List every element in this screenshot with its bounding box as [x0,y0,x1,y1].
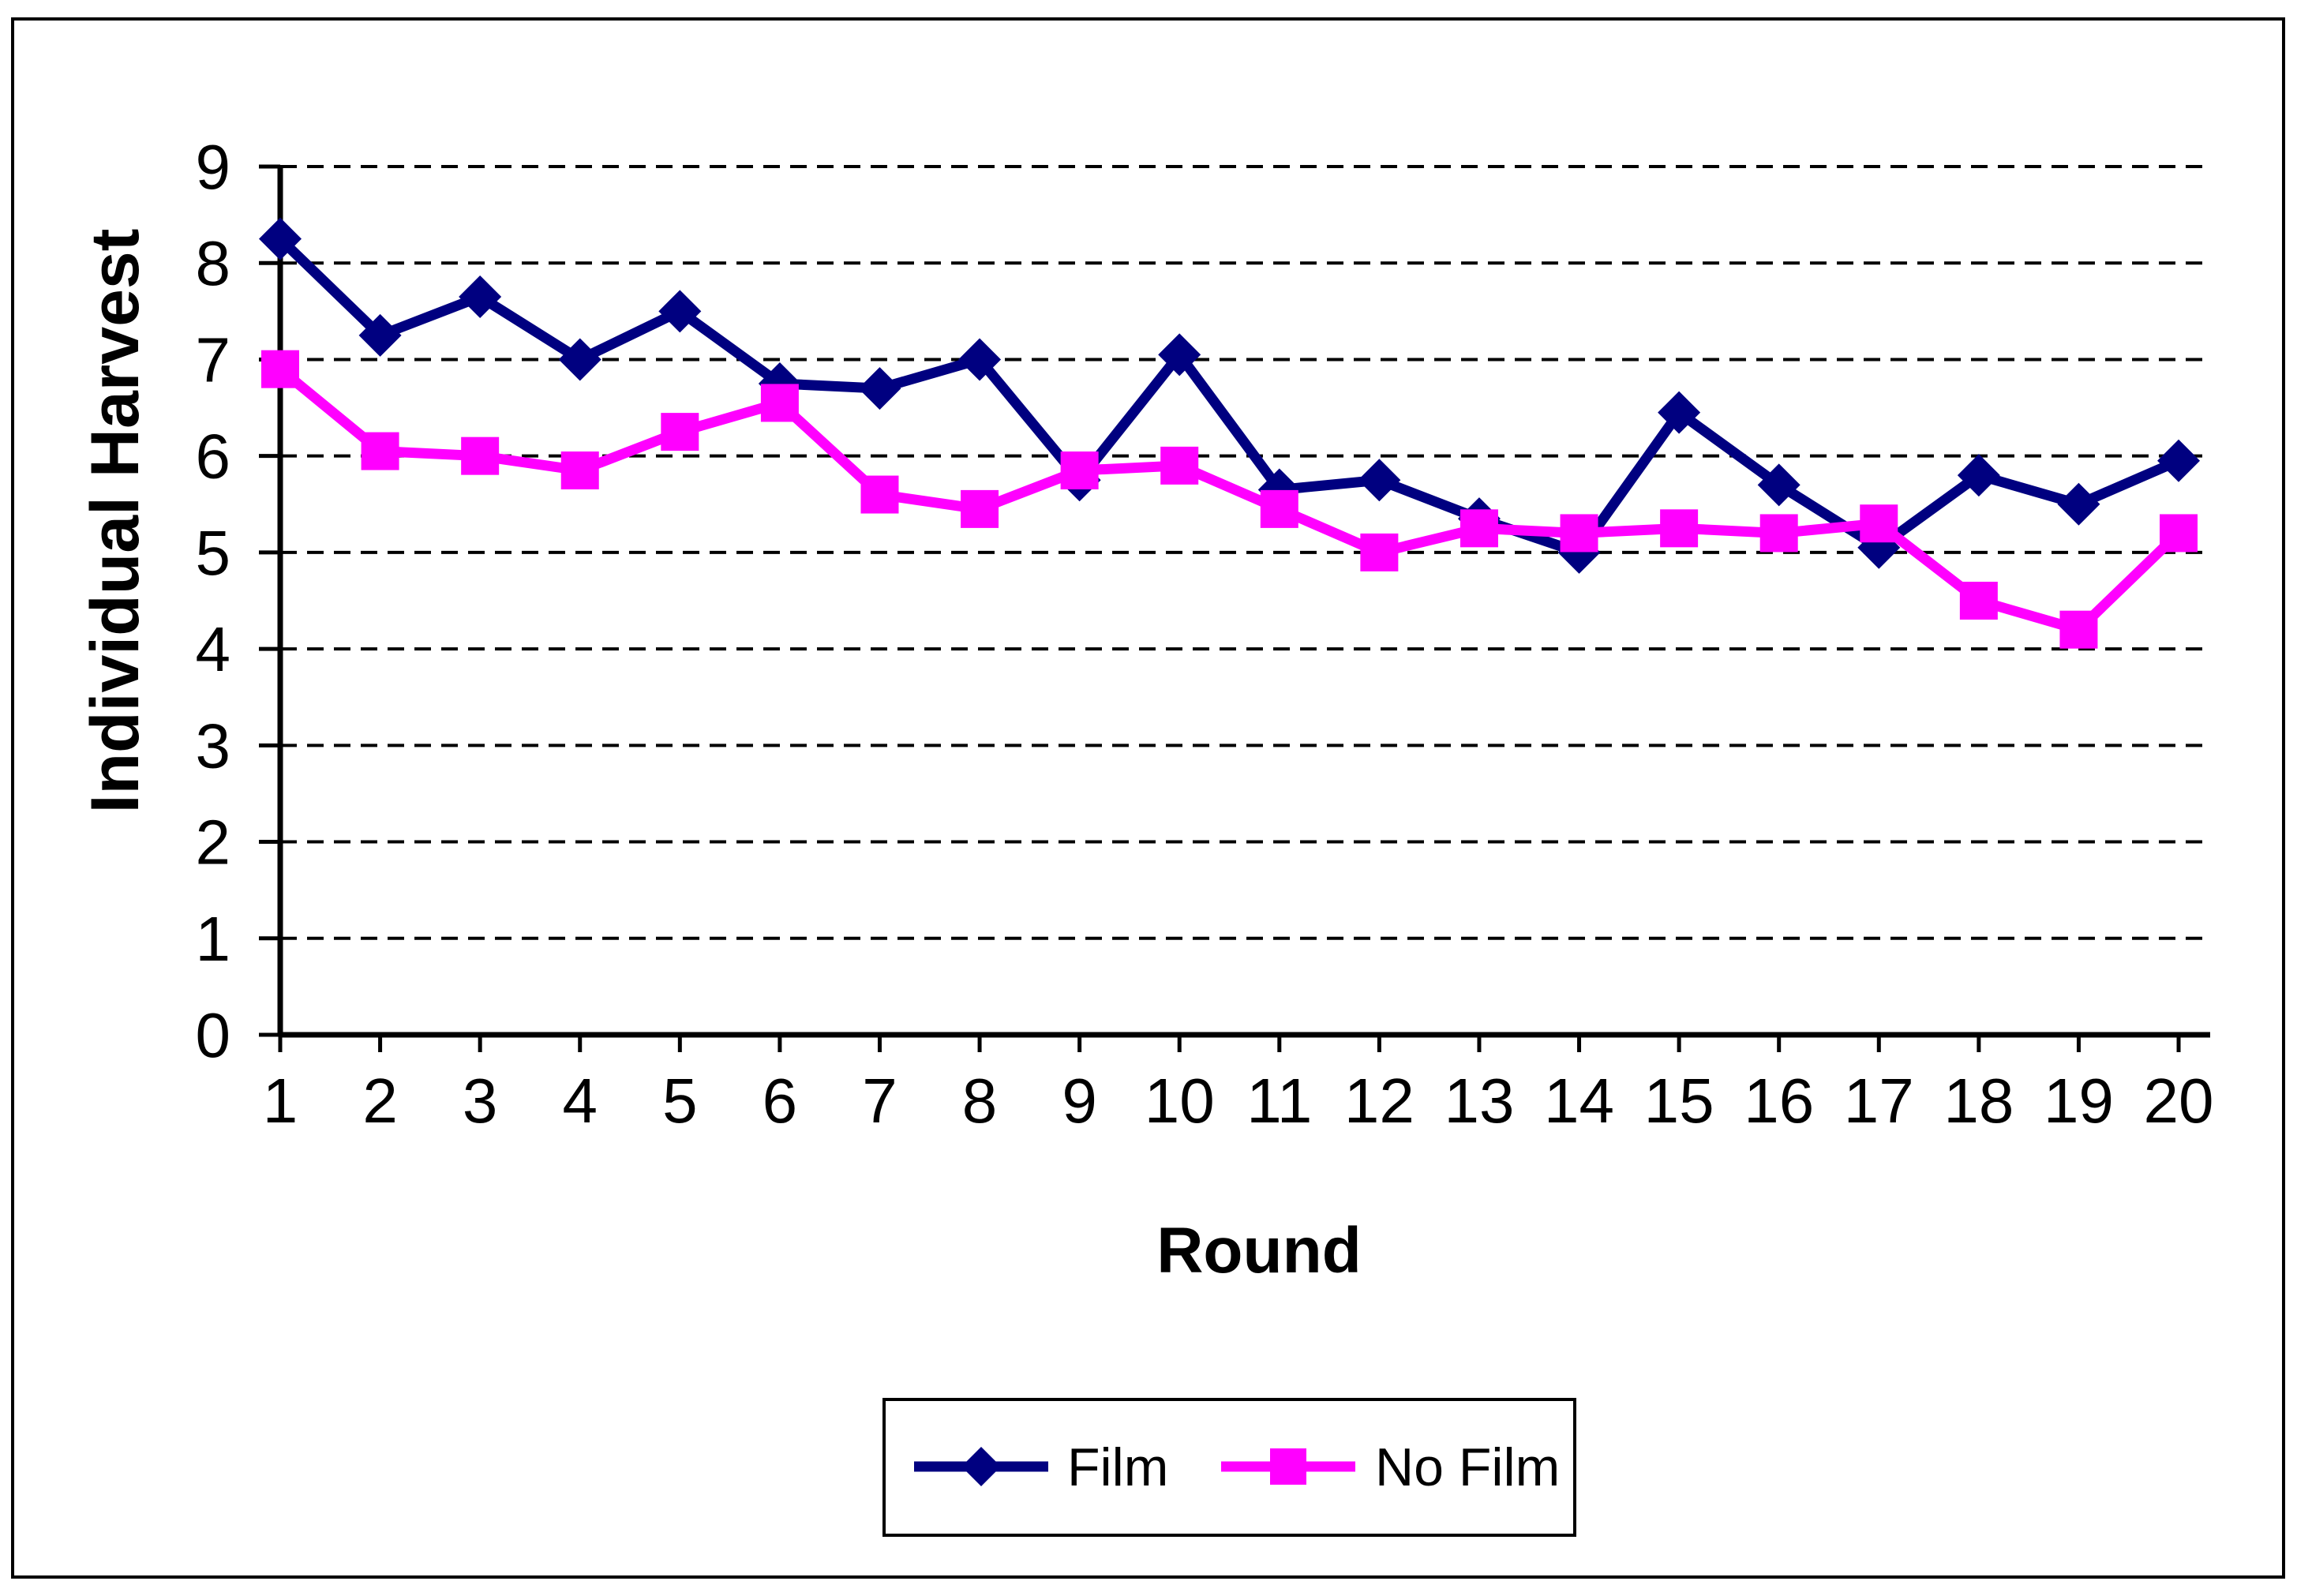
marker-film-round-2 [358,313,402,357]
marker-no-film-round-19 [2059,610,2098,649]
marker-no-film-round-1 [261,350,299,388]
marker-no-film-round-11 [1260,489,1298,528]
marker-no-film-round-7 [860,475,899,514]
y-tick-label-9: 9 [196,132,231,202]
y-tick-label-5: 5 [196,518,231,588]
marker-film-round-10 [1158,333,1201,377]
x-tick-label-6: 6 [763,1066,798,1136]
marker-no-film-round-6 [760,384,799,422]
marker-film-round-19 [2057,482,2100,526]
y-tick-label-6: 6 [196,421,231,492]
marker-no-film-round-5 [661,413,699,451]
marker-film-round-8 [958,338,1002,381]
marker-no-film-round-2 [361,432,399,470]
x-tick-label-18: 18 [1943,1066,2014,1136]
x-tick-label-19: 19 [2044,1066,2114,1136]
y-tick-label-8: 8 [196,228,231,298]
marker-no-film-round-20 [2160,514,2198,553]
x-tick-label-16: 16 [1744,1066,1814,1136]
legend-film-label: Film [1067,1437,1168,1497]
x-tick-label-13: 13 [1444,1066,1514,1136]
legend-film-diamond-icon [961,1447,1001,1486]
legend: Film No Film [882,1398,1576,1537]
x-tick-label-11: 11 [1246,1066,1312,1136]
marker-film-round-18 [1957,454,2000,497]
chart-outer-border [11,17,2285,1579]
marker-no-film-round-4 [560,451,599,489]
x-tick-label-9: 9 [1062,1066,1097,1136]
legend-no-film-square-icon [1270,1448,1306,1485]
x-tick-label-4: 4 [562,1066,598,1136]
legend-no-film-label: No Film [1375,1437,1560,1497]
x-tick-label-17: 17 [1844,1066,1914,1136]
marker-film-round-20 [2157,439,2201,482]
y-tick-label-2: 2 [196,807,231,878]
marker-no-film-round-17 [1860,504,1898,543]
marker-no-film-round-13 [1460,509,1498,548]
axes [259,164,2210,1052]
x-tick-label-20: 20 [2144,1066,2214,1136]
marker-film-round-1 [259,217,302,260]
x-tick-label-12: 12 [1344,1066,1415,1136]
x-tick-label-7: 7 [862,1066,897,1136]
marker-no-film-round-18 [1959,582,1998,620]
x-tick-label-3: 3 [463,1066,498,1136]
x-tick-label-5: 5 [662,1066,698,1136]
x-tick-label-2: 2 [362,1066,398,1136]
marker-film-round-4 [558,338,601,381]
marker-no-film-round-14 [1560,514,1598,553]
y-tick-label-3: 3 [196,710,231,781]
marker-no-film-round-3 [461,436,500,475]
y-tick-label-1: 1 [196,904,231,974]
x-tick-label-1: 1 [263,1066,298,1136]
marker-film-round-16 [1757,463,1801,507]
y-tick-label-4: 4 [196,614,231,684]
series-line-no-film [276,365,2183,635]
marker-no-film-round-12 [1360,533,1399,571]
x-tick-label-8: 8 [962,1066,998,1136]
marker-film-round-15 [1658,391,1701,434]
marker-no-film-round-10 [1160,446,1199,485]
series-plot [259,217,2201,649]
marker-no-film-round-16 [1759,514,1798,553]
y-axis-title: Individual Harvest [77,229,153,814]
x-tick-label-14: 14 [1544,1066,1614,1136]
marker-no-film-round-8 [961,489,999,528]
marker-no-film-round-15 [1660,509,1699,548]
x-tick-label-15: 15 [1644,1066,1714,1136]
x-axis-title: Round [1156,1215,1362,1287]
y-tick-label-0: 0 [196,1000,231,1070]
marker-film-round-12 [1358,459,1401,502]
marker-no-film-round-9 [1060,451,1099,489]
marker-film-round-7 [858,367,901,410]
marker-film-round-3 [459,275,502,318]
y-tick-label-7: 7 [196,324,231,395]
marker-film-round-5 [658,290,702,333]
x-tick-label-10: 10 [1145,1066,1215,1136]
